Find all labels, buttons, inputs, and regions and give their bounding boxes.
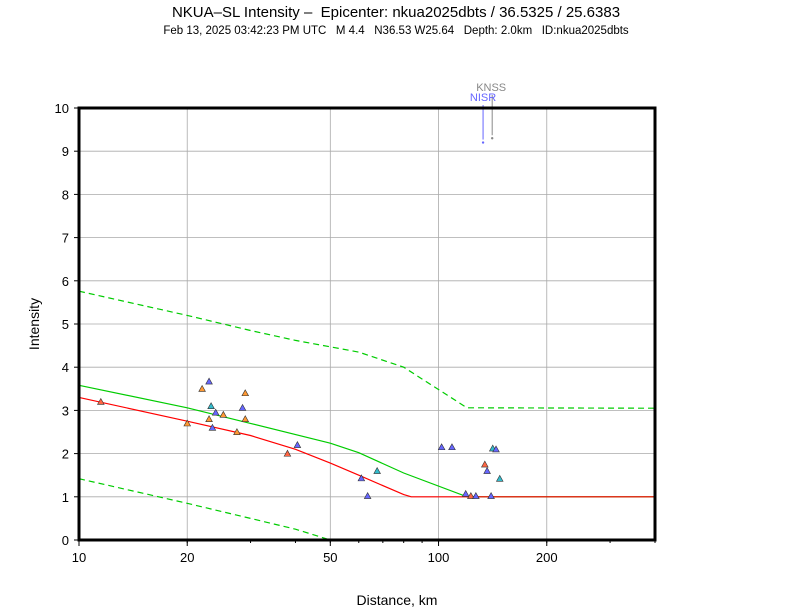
station-point [373, 466, 381, 474]
x-tick-label: 20 [180, 550, 194, 565]
station-point [207, 402, 215, 410]
y-axis-ticks: 0 1 2 3 4 5 6 7 8 9 10 [55, 101, 79, 548]
chart-title: NKUA–SL Intensity – Epicenter: nkua2025d… [171, 4, 621, 21]
station-point [208, 423, 217, 431]
station-point [467, 492, 475, 499]
station-point [357, 474, 366, 482]
station-point [205, 377, 213, 385]
y-tick-label: 5 [62, 317, 69, 332]
y-tick-label: 7 [62, 231, 69, 246]
station-point [472, 492, 480, 499]
curves [78, 290, 656, 541]
y-tick-label: 9 [62, 144, 69, 159]
station-point [205, 415, 213, 422]
y-tick-label: 8 [62, 187, 69, 202]
bound-curve [78, 478, 331, 541]
station-point [241, 389, 250, 397]
station-point [97, 397, 105, 405]
annotation-label: NISR [470, 92, 496, 104]
x-tick-label: 50 [323, 550, 337, 565]
data-points [97, 377, 504, 499]
chart-subtitle: Feb 13, 2025 03:42:23 PM UTC M 4.4 N36.5… [163, 25, 629, 37]
station-point [481, 460, 489, 468]
station-point [198, 384, 206, 392]
x-axis-label: Distance, km [357, 592, 438, 608]
y-axis-label: Intensity [26, 298, 42, 350]
y-tick-label: 0 [62, 533, 69, 548]
y-tick-label: 6 [62, 274, 69, 289]
x-tick-label: 200 [536, 550, 558, 565]
station-point [233, 428, 241, 435]
station-point [492, 445, 500, 453]
station-point [461, 489, 470, 497]
station-point [448, 443, 456, 451]
station-point [283, 449, 292, 457]
y-tick-label: 2 [62, 447, 69, 462]
y-tick-label: 10 [55, 101, 69, 116]
x-tick-label: 10 [72, 550, 86, 565]
station-point [483, 466, 491, 474]
annotation-marker [490, 137, 494, 140]
x-axis-ticks: 10 20 50 100 200 [72, 540, 656, 565]
x-tick-label: 100 [428, 550, 450, 565]
observed-fit-curve [78, 396, 655, 498]
bound-curve [78, 290, 656, 409]
station-point [238, 403, 247, 411]
station-point [211, 408, 220, 416]
station-point [495, 474, 504, 482]
station-point [183, 419, 192, 427]
grid-lines [78, 107, 655, 541]
station-point [363, 492, 372, 499]
station-point [219, 410, 228, 418]
station-point [487, 492, 495, 499]
y-tick-label: 4 [62, 360, 69, 375]
station-point [241, 415, 250, 422]
station-point [437, 443, 446, 451]
station-point [293, 441, 302, 448]
median-curve [78, 384, 655, 498]
y-tick-label: 3 [62, 403, 69, 418]
y-tick-label: 1 [62, 490, 69, 505]
annotation-label: KNSS [476, 82, 506, 94]
annotation-marker [481, 141, 485, 144]
